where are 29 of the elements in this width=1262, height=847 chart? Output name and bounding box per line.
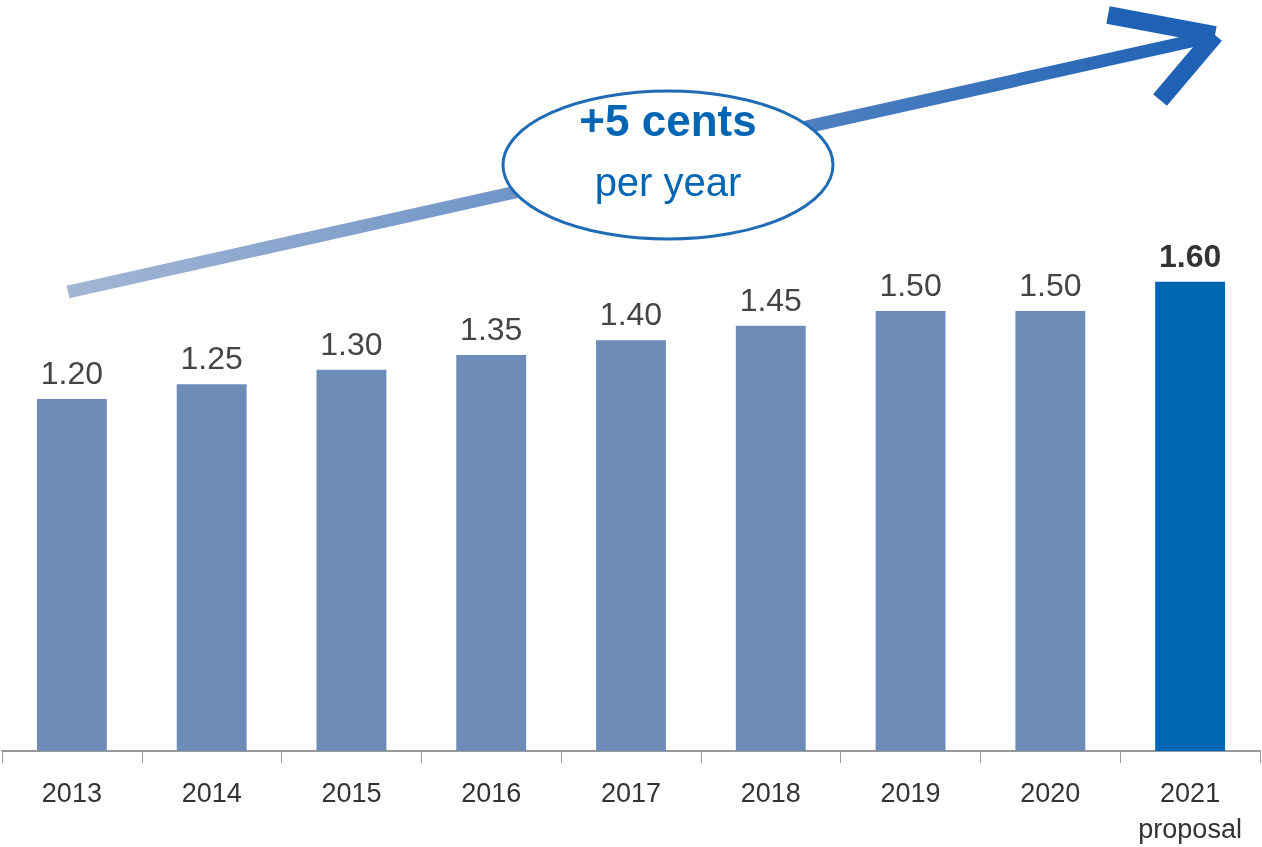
x-tick-label: 2013 [41, 778, 102, 808]
x-tick-label: 2018 [740, 778, 801, 808]
x-tick-label: 2017 [600, 778, 662, 808]
bar [735, 325, 806, 751]
data-label: 1.50 [879, 266, 942, 303]
bar [316, 369, 387, 751]
x-tick-label: 2015 [321, 778, 382, 808]
data-label: 1.30 [320, 325, 383, 362]
data-label: 1.25 [180, 340, 243, 377]
data-label: 1.60 [1158, 237, 1222, 274]
bar [176, 384, 247, 751]
x-tick-label: 2021 proposal [1138, 778, 1242, 844]
x-tick-label: 2020 [1020, 778, 1081, 808]
data-label: 1.50 [1019, 266, 1082, 303]
data-label: 1.40 [599, 296, 663, 333]
x-tick-label: 2016 [461, 778, 522, 808]
text: per year [593, 160, 743, 205]
text: +5 cents [578, 96, 758, 146]
x-tick-label: 2019 [880, 778, 941, 808]
bar [596, 340, 666, 751]
bar [1155, 281, 1226, 751]
bar [36, 398, 107, 751]
bar [456, 354, 527, 751]
bar [1015, 310, 1086, 751]
data-label: 1.35 [460, 310, 523, 347]
data-label: 1.45 [739, 281, 802, 318]
x-tick-label: 2014 [181, 778, 242, 808]
bar [875, 310, 946, 751]
data-label: 1.20 [40, 354, 104, 391]
